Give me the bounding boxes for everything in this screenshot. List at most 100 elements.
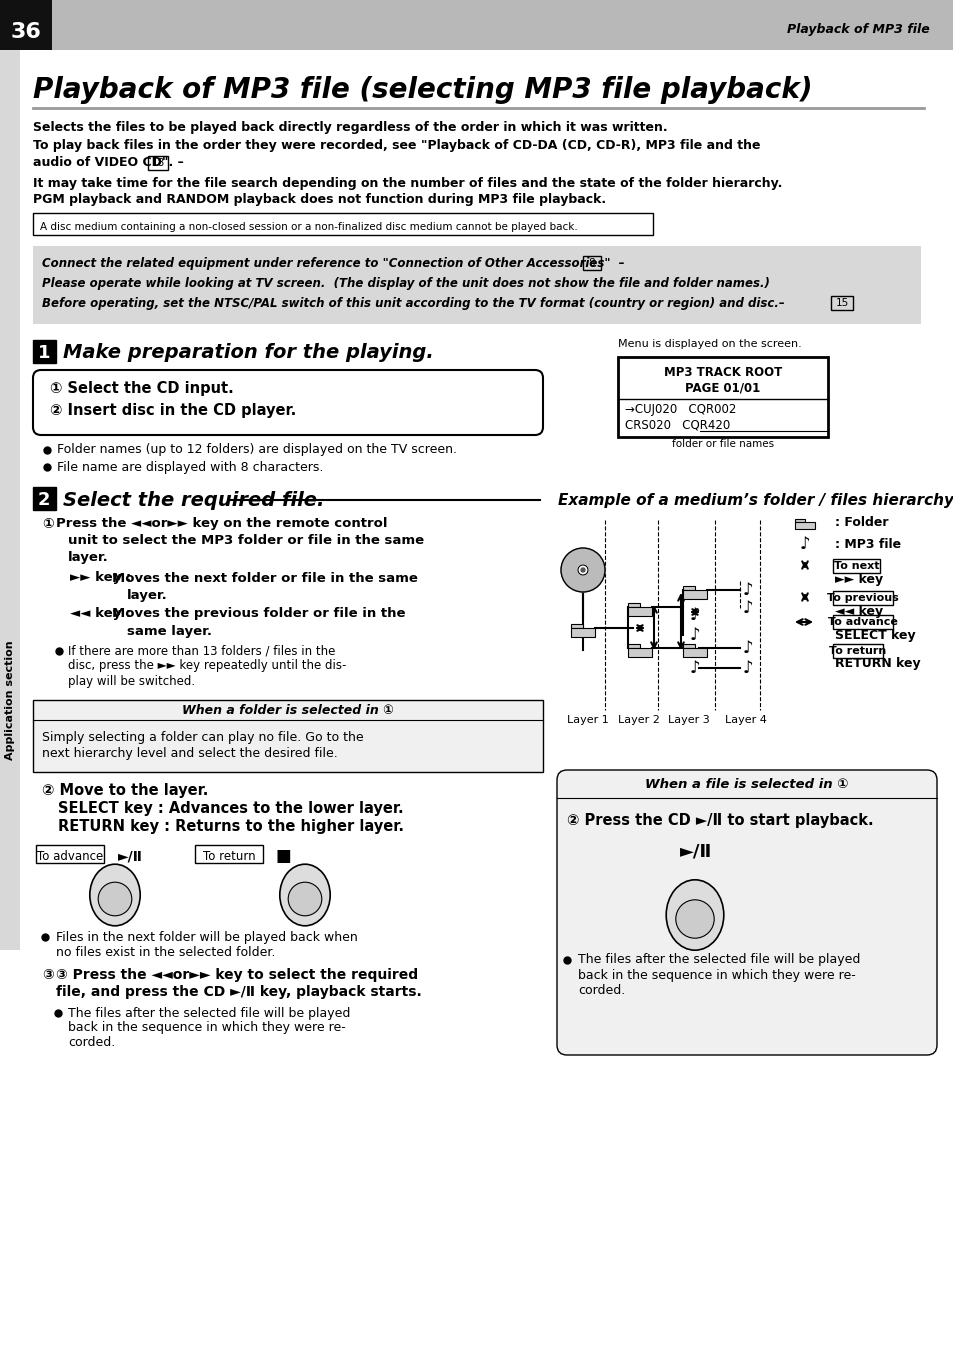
- Bar: [36, 845, 104, 863]
- Text: Folder names (up to 12 folders) are displayed on the TV screen.: Folder names (up to 12 folders) are disp…: [57, 443, 456, 457]
- Bar: [832, 615, 892, 629]
- Circle shape: [578, 565, 587, 575]
- Bar: [627, 603, 639, 607]
- Text: Make preparation for the playing.: Make preparation for the playing.: [63, 343, 434, 362]
- Text: ♪: ♪: [799, 535, 809, 553]
- Text: no files exist in the selected folder.: no files exist in the selected folder.: [56, 945, 275, 959]
- Text: ③ Press the ◄◄or►► key to select the required: ③ Press the ◄◄or►► key to select the req…: [56, 968, 417, 982]
- Text: PGM playback and RANDOM playback does not function during MP3 file playback.: PGM playback and RANDOM playback does no…: [33, 192, 605, 206]
- Bar: [194, 845, 263, 863]
- Bar: [33, 487, 56, 510]
- Text: next hierarchy level and select the desired file.: next hierarchy level and select the desi…: [42, 748, 337, 760]
- Text: ③: ③: [42, 968, 53, 982]
- Text: : Folder: : Folder: [834, 515, 887, 529]
- Text: Connect the related equipment under reference to "Connection of Other Accessorie: Connect the related equipment under refe…: [42, 257, 624, 269]
- Text: Files in the next folder will be played back when: Files in the next folder will be played …: [56, 930, 357, 944]
- Text: To return: To return: [202, 849, 255, 863]
- Bar: [832, 644, 882, 658]
- Text: ♪: ♪: [689, 658, 700, 677]
- Ellipse shape: [279, 864, 330, 926]
- Text: ♪: ♪: [741, 658, 753, 677]
- Bar: [682, 644, 695, 648]
- Text: RETURN key : Returns to the higher layer.: RETURN key : Returns to the higher layer…: [58, 818, 403, 833]
- Text: Simply selecting a folder can play no file. Go to the: Simply selecting a folder can play no fi…: [42, 730, 363, 744]
- Text: ♪: ♪: [741, 639, 753, 657]
- Text: ② Press the CD ►/Ⅱ to start playback.: ② Press the CD ►/Ⅱ to start playback.: [566, 813, 873, 827]
- Text: ① Select the CD input.: ① Select the CD input.: [50, 381, 233, 396]
- Text: If there are more than 13 folders / files in the: If there are more than 13 folders / file…: [68, 645, 335, 657]
- Text: CRS020   CQR420: CRS020 CQR420: [624, 419, 729, 431]
- Text: folder or file names: folder or file names: [671, 439, 773, 449]
- Text: layer.: layer.: [127, 588, 168, 602]
- Ellipse shape: [675, 900, 714, 938]
- Text: →CUJ020   CQR002: →CUJ020 CQR002: [624, 403, 736, 416]
- Text: 36: 36: [10, 22, 41, 42]
- Text: Moves the previous folder or file in the: Moves the previous folder or file in the: [112, 607, 405, 621]
- Text: The files after the selected file will be played: The files after the selected file will b…: [578, 953, 860, 967]
- Text: ►/Ⅱ: ►/Ⅱ: [679, 844, 712, 861]
- Text: Playback of MP3 file (selecting MP3 file playback): Playback of MP3 file (selecting MP3 file…: [33, 76, 812, 104]
- Text: Selects the files to be played back directly regardless of the order in which it: Selects the files to be played back dire…: [33, 122, 667, 134]
- Text: Menu is displayed on the screen.: Menu is displayed on the screen.: [618, 339, 801, 349]
- Bar: [0, 0, 953, 50]
- Bar: [33, 700, 542, 772]
- Ellipse shape: [288, 883, 321, 915]
- Text: When a folder is selected in ①: When a folder is selected in ①: [182, 704, 394, 718]
- Text: To advance: To advance: [37, 849, 103, 863]
- Text: Layer 3: Layer 3: [667, 715, 709, 725]
- Text: file, and press the CD ►/Ⅱ key, playback starts.: file, and press the CD ►/Ⅱ key, playback…: [56, 986, 421, 999]
- Text: play will be switched.: play will be switched.: [68, 675, 195, 688]
- Text: ② Insert disc in the CD player.: ② Insert disc in the CD player.: [50, 403, 296, 419]
- Text: ◄◄ key: ◄◄ key: [834, 604, 882, 618]
- Bar: [627, 648, 651, 657]
- Text: RETURN key: RETURN key: [834, 657, 920, 671]
- Text: ►/Ⅱ: ►/Ⅱ: [118, 849, 143, 863]
- Bar: [682, 589, 706, 599]
- Text: SELECT key: SELECT key: [834, 629, 915, 641]
- Text: The files after the selected file will be played: The files after the selected file will b…: [68, 1006, 350, 1019]
- Text: ►► key :: ►► key :: [70, 572, 135, 584]
- Text: Before operating, set the NTSC/PAL switch of this unit according to the TV forma: Before operating, set the NTSC/PAL switc…: [42, 296, 784, 310]
- Bar: [832, 558, 879, 573]
- Text: ①: ①: [42, 516, 53, 531]
- Ellipse shape: [90, 864, 140, 926]
- Text: To next: To next: [833, 561, 879, 571]
- Text: layer.: layer.: [68, 552, 109, 565]
- Text: Select the required file.: Select the required file.: [63, 491, 324, 510]
- Text: Press the ◄◄or►► key on the remote control: Press the ◄◄or►► key on the remote contr…: [56, 518, 387, 530]
- Text: disc, press the ►► key repeatedly until the dis-: disc, press the ►► key repeatedly until …: [68, 660, 346, 672]
- Bar: [832, 591, 892, 604]
- Text: unit to select the MP3 folder or file in the same: unit to select the MP3 folder or file in…: [68, 534, 424, 548]
- Text: File name are displayed with 8 characters.: File name are displayed with 8 character…: [57, 461, 323, 473]
- Text: To advance: To advance: [827, 617, 897, 627]
- Circle shape: [560, 548, 604, 592]
- Text: When a file is selected in ①: When a file is selected in ①: [644, 777, 848, 791]
- Text: corded.: corded.: [578, 983, 624, 996]
- Bar: [33, 214, 652, 235]
- Text: SELECT key : Advances to the lower layer.: SELECT key : Advances to the lower layer…: [58, 802, 403, 817]
- Text: ♪: ♪: [741, 599, 753, 617]
- Ellipse shape: [665, 880, 723, 950]
- Text: same layer.: same layer.: [127, 625, 212, 638]
- Text: audio of VIDEO CD". –: audio of VIDEO CD". –: [33, 157, 188, 169]
- Text: Layer 1: Layer 1: [566, 715, 608, 725]
- Bar: [627, 644, 639, 648]
- Text: 8: 8: [588, 258, 595, 268]
- Text: To play back files in the order they were recorded, see "Playback of CD-DA (CD, : To play back files in the order they wer…: [33, 139, 760, 153]
- Text: ♪: ♪: [689, 606, 700, 625]
- Text: ♪: ♪: [741, 581, 753, 599]
- Text: : MP3 file: : MP3 file: [834, 538, 901, 550]
- Text: Example of a medium’s folder / files hierarchy: Example of a medium’s folder / files hie…: [558, 492, 953, 507]
- Text: A disc medium containing a non-closed session or a non-finalized disc medium can: A disc medium containing a non-closed se…: [40, 222, 578, 233]
- Text: 18: 18: [152, 158, 165, 168]
- FancyBboxPatch shape: [33, 370, 542, 435]
- Bar: [148, 155, 168, 170]
- Text: PAGE 01/01: PAGE 01/01: [684, 381, 760, 395]
- Bar: [794, 522, 814, 529]
- Text: Layer 2: Layer 2: [618, 715, 659, 725]
- Bar: [0, 50, 20, 950]
- Bar: [830, 296, 852, 310]
- Text: To return: To return: [828, 646, 885, 656]
- Bar: [33, 339, 56, 362]
- Text: back in the sequence in which they were re-: back in the sequence in which they were …: [578, 968, 855, 982]
